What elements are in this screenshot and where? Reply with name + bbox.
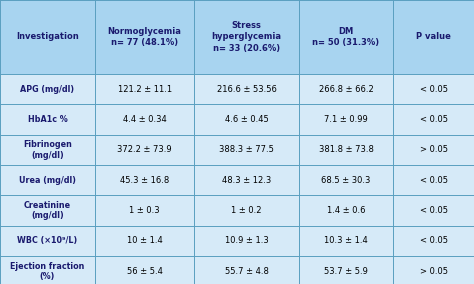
Text: DM
n= 50 (31.3%): DM n= 50 (31.3%) xyxy=(312,27,380,47)
Bar xyxy=(0,165,474,195)
Text: 266.8 ± 66.2: 266.8 ± 66.2 xyxy=(319,85,374,93)
Bar xyxy=(0,74,474,104)
Bar xyxy=(0,256,474,284)
Text: 45.3 ± 16.8: 45.3 ± 16.8 xyxy=(120,176,169,185)
Text: > 0.05: > 0.05 xyxy=(419,145,448,154)
Text: Stress
hyperglycemia
n= 33 (20.6%): Stress hyperglycemia n= 33 (20.6%) xyxy=(211,21,282,53)
Text: Fibrinogen
(mg/dl): Fibrinogen (mg/dl) xyxy=(23,140,72,160)
Text: 68.5 ± 30.3: 68.5 ± 30.3 xyxy=(321,176,371,185)
Text: 381.8 ± 73.8: 381.8 ± 73.8 xyxy=(319,145,374,154)
Text: 53.7 ± 5.9: 53.7 ± 5.9 xyxy=(324,267,368,276)
Text: 1.4 ± 0.6: 1.4 ± 0.6 xyxy=(327,206,365,215)
Text: Urea (mg/dl): Urea (mg/dl) xyxy=(19,176,76,185)
Text: Normoglycemia
n= 77 (48.1%): Normoglycemia n= 77 (48.1%) xyxy=(108,27,182,47)
Text: < 0.05: < 0.05 xyxy=(419,237,448,245)
Bar xyxy=(0,226,474,256)
Bar xyxy=(0,104,474,135)
Text: 10.9 ± 1.3: 10.9 ± 1.3 xyxy=(225,237,268,245)
Text: Creatinine
(mg/dl): Creatinine (mg/dl) xyxy=(24,201,71,220)
Text: HbA1c %: HbA1c % xyxy=(27,115,67,124)
Text: 4.4 ± 0.34: 4.4 ± 0.34 xyxy=(123,115,166,124)
Text: 216.6 ± 53.56: 216.6 ± 53.56 xyxy=(217,85,276,93)
Text: P value: P value xyxy=(416,32,451,41)
Text: 121.2 ± 11.1: 121.2 ± 11.1 xyxy=(118,85,172,93)
Text: < 0.05: < 0.05 xyxy=(419,115,448,124)
Bar xyxy=(0,0,474,74)
Text: < 0.05: < 0.05 xyxy=(419,206,448,215)
Text: 1 ± 0.2: 1 ± 0.2 xyxy=(231,206,262,215)
Text: 56 ± 5.4: 56 ± 5.4 xyxy=(127,267,163,276)
Text: 1 ± 0.3: 1 ± 0.3 xyxy=(129,206,160,215)
Text: 4.6 ± 0.45: 4.6 ± 0.45 xyxy=(225,115,268,124)
Text: < 0.05: < 0.05 xyxy=(419,85,448,93)
Text: WBC (×10⁹/L): WBC (×10⁹/L) xyxy=(17,237,78,245)
Text: Ejection fraction
(%): Ejection fraction (%) xyxy=(10,262,84,281)
Text: 10.3 ± 1.4: 10.3 ± 1.4 xyxy=(324,237,368,245)
Text: < 0.05: < 0.05 xyxy=(419,176,448,185)
Bar xyxy=(0,195,474,226)
Text: 388.3 ± 77.5: 388.3 ± 77.5 xyxy=(219,145,274,154)
Text: 7.1 ± 0.99: 7.1 ± 0.99 xyxy=(324,115,368,124)
Bar xyxy=(0,135,474,165)
Text: 10 ± 1.4: 10 ± 1.4 xyxy=(127,237,163,245)
Text: 48.3 ± 12.3: 48.3 ± 12.3 xyxy=(222,176,271,185)
Text: APG (mg/dl): APG (mg/dl) xyxy=(20,85,74,93)
Text: > 0.05: > 0.05 xyxy=(419,267,448,276)
Text: Investigation: Investigation xyxy=(16,32,79,41)
Text: 55.7 ± 4.8: 55.7 ± 4.8 xyxy=(225,267,268,276)
Text: 372.2 ± 73.9: 372.2 ± 73.9 xyxy=(117,145,172,154)
